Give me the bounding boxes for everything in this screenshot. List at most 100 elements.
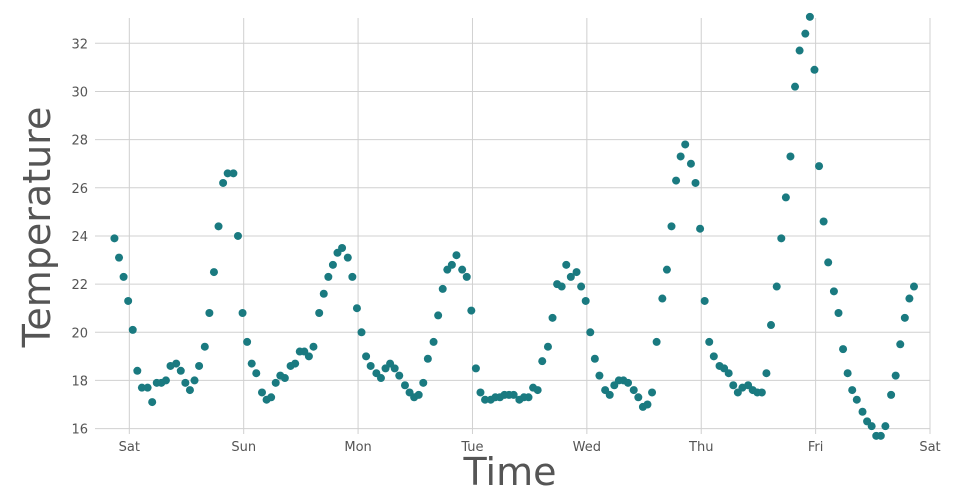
data-point [481, 395, 490, 404]
x-tick-label: Sat [919, 440, 940, 455]
data-point [858, 407, 867, 416]
data-point [581, 296, 590, 305]
data-point [577, 282, 586, 291]
data-point [843, 369, 852, 378]
data-point [247, 359, 256, 368]
data-point [777, 234, 786, 243]
data-point [124, 296, 133, 305]
data-point [786, 152, 795, 161]
data-point [447, 260, 456, 269]
x-tick-label: Sat [119, 440, 140, 455]
data-point [115, 253, 124, 262]
data-point [110, 234, 119, 243]
data-point [438, 284, 447, 293]
data-point [533, 386, 542, 395]
data-point [267, 393, 276, 402]
data-point [887, 390, 896, 399]
data-point [905, 294, 914, 303]
data-point [624, 378, 633, 387]
y-tick-label: 28 [71, 134, 88, 149]
data-point [161, 376, 170, 385]
data-point [205, 309, 214, 318]
data-point [881, 422, 890, 431]
y-tick-label: 20 [71, 326, 88, 341]
data-point [891, 371, 900, 380]
data-point [538, 357, 547, 366]
data-point [548, 313, 557, 322]
data-point [319, 289, 328, 298]
data-point [243, 337, 252, 346]
data-point [772, 282, 781, 291]
data-point [795, 46, 804, 55]
data-point [705, 337, 714, 346]
data-point [423, 354, 432, 363]
x-tick-label: Fri [808, 440, 824, 455]
data-point [667, 222, 676, 231]
data-point [229, 169, 238, 178]
data-point [214, 222, 223, 231]
y-tick-label: 18 [71, 374, 88, 389]
data-point [366, 361, 375, 370]
data-point [691, 178, 700, 187]
data-point [686, 159, 695, 168]
data-point [662, 265, 671, 274]
data-point [471, 364, 480, 373]
data-point [724, 369, 733, 378]
y-tick-label: 16 [71, 423, 88, 438]
data-point [509, 390, 518, 399]
data-point [896, 340, 905, 349]
data-points [110, 12, 918, 440]
data-point [586, 328, 595, 337]
data-point [338, 243, 347, 252]
data-point [643, 400, 652, 409]
data-point [658, 294, 667, 303]
data-point [805, 12, 814, 21]
data-point [839, 345, 848, 354]
data-point [291, 359, 300, 368]
data-point [867, 422, 876, 431]
y-tick-label: 26 [71, 182, 88, 197]
x-tick-label: Mon [344, 440, 371, 455]
data-point [824, 258, 833, 267]
data-point [315, 309, 324, 318]
data-point [357, 328, 366, 337]
data-point [848, 386, 857, 395]
data-point [128, 325, 137, 334]
data-point [829, 287, 838, 296]
data-point [572, 268, 581, 277]
data-point [252, 369, 261, 378]
data-point [462, 272, 471, 281]
data-point [566, 272, 575, 281]
data-point [819, 217, 828, 226]
data-point [362, 352, 371, 361]
data-point [729, 381, 738, 390]
data-point [452, 251, 461, 260]
data-point [652, 337, 661, 346]
x-axis-title: Time [463, 450, 557, 494]
data-point [543, 342, 552, 351]
data-point [876, 431, 885, 440]
data-point [562, 260, 571, 269]
x-axis-ticks: Sat Sun Mon Tue Wed Thu Fri Sat [119, 440, 941, 455]
data-point [434, 311, 443, 320]
data-point [672, 176, 681, 185]
data-point [852, 395, 861, 404]
data-point [767, 321, 776, 330]
data-point [834, 309, 843, 318]
data-point [176, 366, 185, 375]
data-point [185, 386, 194, 395]
data-point [328, 260, 337, 269]
data-point [810, 65, 819, 74]
data-point [900, 313, 909, 322]
x-tick-label: Tue [460, 440, 483, 455]
y-tick-label: 32 [71, 37, 88, 52]
data-point [781, 193, 790, 202]
data-point [700, 296, 709, 305]
y-axis-ticks: 16 18 20 22 24 26 28 30 32 [71, 37, 88, 437]
data-point [119, 272, 128, 281]
data-point [271, 378, 280, 387]
data-point [696, 224, 705, 233]
data-point [143, 383, 152, 392]
data-point [148, 398, 157, 407]
data-point [791, 82, 800, 91]
